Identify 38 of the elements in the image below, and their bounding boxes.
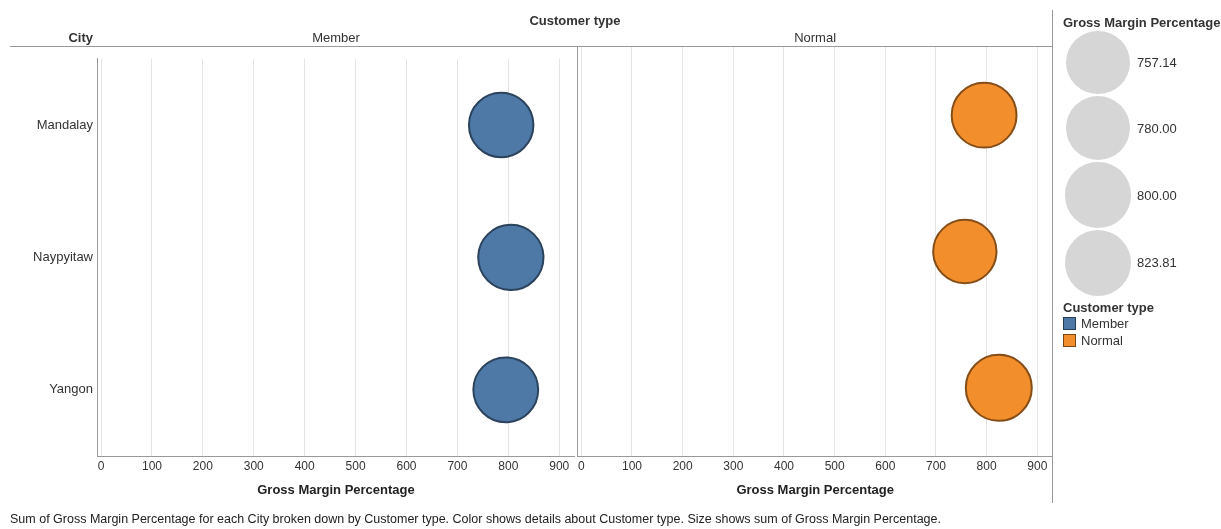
x-tick-label: 100 [621, 458, 643, 473]
x-tick-label: 0 [577, 458, 585, 473]
legend-label: 823.81 [1137, 255, 1177, 271]
x-tick-label: 900 [1027, 458, 1048, 473]
legend-label: Member [1081, 316, 1129, 331]
legend-title: Customer type [1063, 300, 1155, 315]
legend-label: 800.00 [1137, 187, 1177, 203]
x-tick-label: 500 [345, 458, 366, 473]
legend-title: Gross Margin Percentage [1063, 15, 1221, 30]
x-tick-label: 700 [447, 458, 468, 473]
x-tick-label: 100 [141, 458, 163, 473]
y-tick-label: Yangon [49, 381, 93, 397]
chart-subtitle: Member [311, 30, 361, 45]
x-tick-label: 300 [723, 458, 744, 473]
x-tick-label: 400 [773, 458, 795, 473]
x-tick-label: 800 [976, 458, 997, 473]
x-tick-label: 200 [192, 458, 214, 473]
x-tick-label: 700 [925, 458, 947, 473]
x-tick-label: 600 [875, 458, 896, 473]
x-tick-label: 600 [396, 458, 417, 473]
x-axis-title: Gross Margin Percentage [257, 481, 415, 497]
x-axis-title: Gross Margin Percentage [736, 481, 894, 497]
x-tick-label: 500 [824, 458, 845, 473]
legend-label: 757.14 [1137, 55, 1177, 71]
x-tick-label: 800 [498, 458, 519, 473]
chart-subtitle: Normal [793, 30, 838, 45]
y-tick-label: Mandalay [36, 116, 94, 132]
y-tick-label: Naypyitaw [33, 248, 94, 264]
x-tick-label: 200 [672, 458, 693, 473]
y-axis-title: City [67, 30, 93, 45]
chart-title: Customer type [528, 13, 622, 28]
text: Sum of Gross Margin Percentage for each City broken down by Customer type. Color shows details about Customer type. Size shows sum of Gross Margin Percentage. [10, 512, 941, 526]
x-tick-label: 300 [243, 458, 265, 473]
legend-label: Normal [1081, 333, 1123, 348]
legend-label: 780.00 [1137, 120, 1177, 136]
x-tick-label: 900 [549, 458, 570, 473]
x-tick-label: 400 [294, 458, 316, 473]
x-tick-label: 0 [97, 458, 105, 473]
